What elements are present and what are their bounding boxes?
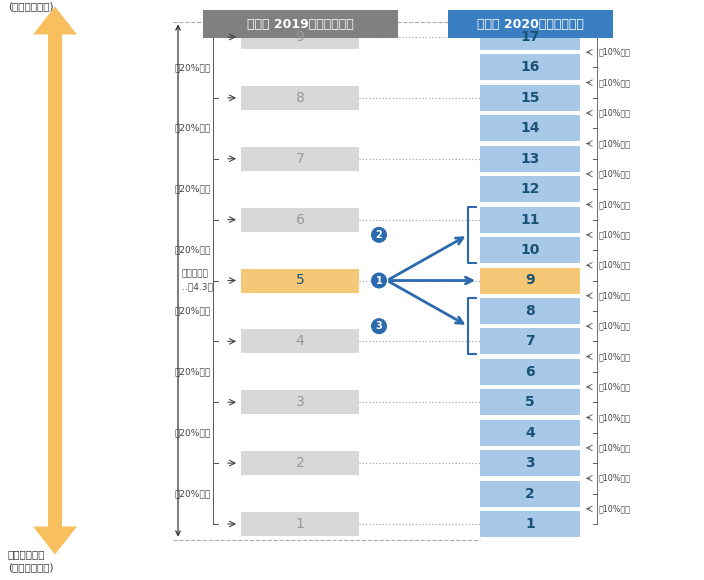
Text: 約20%較差: 約20%較差 — [175, 306, 211, 316]
Text: 約10%較差: 約10%較差 — [599, 291, 631, 300]
Bar — [241, 147, 359, 171]
Text: 10: 10 — [520, 243, 540, 257]
Text: 約10%較差: 約10%較差 — [599, 504, 631, 513]
Text: 7: 7 — [296, 152, 304, 166]
Bar — [241, 329, 359, 353]
Text: 約20%較差: 約20%較差 — [175, 489, 211, 498]
Text: 約20%較差: 約20%較差 — [175, 184, 211, 194]
Bar — [480, 115, 580, 142]
Text: 約10%較差: 約10%較差 — [599, 48, 631, 57]
Text: 3: 3 — [525, 456, 535, 470]
Bar — [480, 24, 580, 50]
Text: 最大の較差
‥約4.3倍: 最大の較差 ‥約4.3倍 — [182, 270, 213, 291]
Text: 約10%較差: 約10%較差 — [599, 383, 631, 392]
Bar — [241, 390, 359, 414]
Text: リスクが低い: リスクが低い — [8, 549, 46, 560]
Bar — [480, 511, 580, 537]
Text: (保険料が高い): (保険料が高い) — [8, 2, 54, 12]
Text: 3: 3 — [296, 395, 304, 409]
Bar — [241, 451, 359, 475]
Text: 1: 1 — [525, 517, 535, 531]
Circle shape — [371, 227, 387, 243]
Text: 約10%較差: 約10%較差 — [599, 230, 631, 240]
Bar — [480, 237, 580, 263]
Bar — [241, 512, 359, 536]
Text: 約10%較差: 約10%較差 — [599, 139, 631, 148]
Text: 17: 17 — [520, 30, 540, 44]
Text: 改定前 2019年料率クラス: 改定前 2019年料率クラス — [246, 17, 353, 31]
Text: 6: 6 — [296, 213, 304, 227]
Text: 2: 2 — [525, 487, 535, 501]
Text: 改定後 2020年料率クラス: 改定後 2020年料率クラス — [477, 17, 584, 31]
Text: 9: 9 — [525, 274, 535, 288]
Text: 約10%較差: 約10%較差 — [599, 261, 631, 270]
Text: 2: 2 — [376, 230, 382, 240]
Bar — [480, 359, 580, 385]
Text: 4: 4 — [296, 335, 304, 349]
Text: 8: 8 — [296, 91, 304, 105]
Text: 16: 16 — [520, 60, 540, 74]
Circle shape — [371, 273, 387, 288]
Bar — [241, 25, 359, 49]
Text: 9: 9 — [296, 30, 304, 44]
Bar — [480, 328, 580, 354]
Bar — [480, 176, 580, 202]
Bar — [241, 86, 359, 110]
Circle shape — [371, 318, 387, 334]
Text: 約10%較差: 約10%較差 — [599, 443, 631, 452]
Text: 5: 5 — [296, 274, 304, 288]
Text: 13: 13 — [520, 152, 540, 166]
Bar — [480, 206, 580, 233]
Text: 約20%較差: 約20%較差 — [175, 63, 211, 72]
Bar — [448, 10, 612, 38]
Text: (保険料が安い): (保険料が安い) — [8, 563, 54, 572]
Text: 約20%較差: 約20%較差 — [175, 245, 211, 255]
Bar — [241, 208, 359, 231]
Text: 約20%較差: 約20%較差 — [175, 367, 211, 376]
Text: 2: 2 — [296, 456, 304, 470]
Bar — [241, 269, 359, 292]
Text: 6: 6 — [525, 365, 535, 379]
Text: 約10%較差: 約10%較差 — [599, 352, 631, 361]
Bar — [480, 146, 580, 172]
Bar — [480, 55, 580, 81]
Bar — [203, 10, 398, 38]
Text: 約10%較差: 約10%較差 — [599, 108, 631, 118]
Bar — [480, 389, 580, 415]
Text: 約20%較差: 約20%較差 — [175, 124, 211, 133]
Text: 3: 3 — [376, 321, 382, 331]
Bar — [480, 481, 580, 506]
Text: 1: 1 — [376, 276, 382, 285]
Text: 7: 7 — [525, 335, 535, 349]
Bar — [480, 420, 580, 445]
Bar — [480, 85, 580, 111]
Text: 約20%較差: 約20%較差 — [175, 428, 211, 437]
Text: 約10%較差: 約10%較差 — [599, 200, 631, 209]
Text: 5: 5 — [525, 395, 535, 409]
Text: 約10%較差: 約10%較差 — [599, 169, 631, 179]
Text: 約10%較差: 約10%較差 — [599, 78, 631, 87]
Bar — [480, 298, 580, 324]
Text: 約10%較差: 約10%較差 — [599, 474, 631, 483]
Text: 8: 8 — [525, 304, 535, 318]
Polygon shape — [33, 6, 77, 554]
Text: 14: 14 — [520, 121, 540, 135]
Text: 4: 4 — [525, 426, 535, 440]
Text: 12: 12 — [520, 182, 540, 196]
Text: 15: 15 — [520, 91, 540, 105]
Text: 約10%較差: 約10%較差 — [599, 322, 631, 331]
Text: 1: 1 — [296, 517, 304, 531]
Bar — [480, 450, 580, 476]
Text: 約10%較差: 約10%較差 — [599, 413, 631, 422]
Text: 11: 11 — [520, 213, 540, 227]
Bar — [480, 267, 580, 293]
